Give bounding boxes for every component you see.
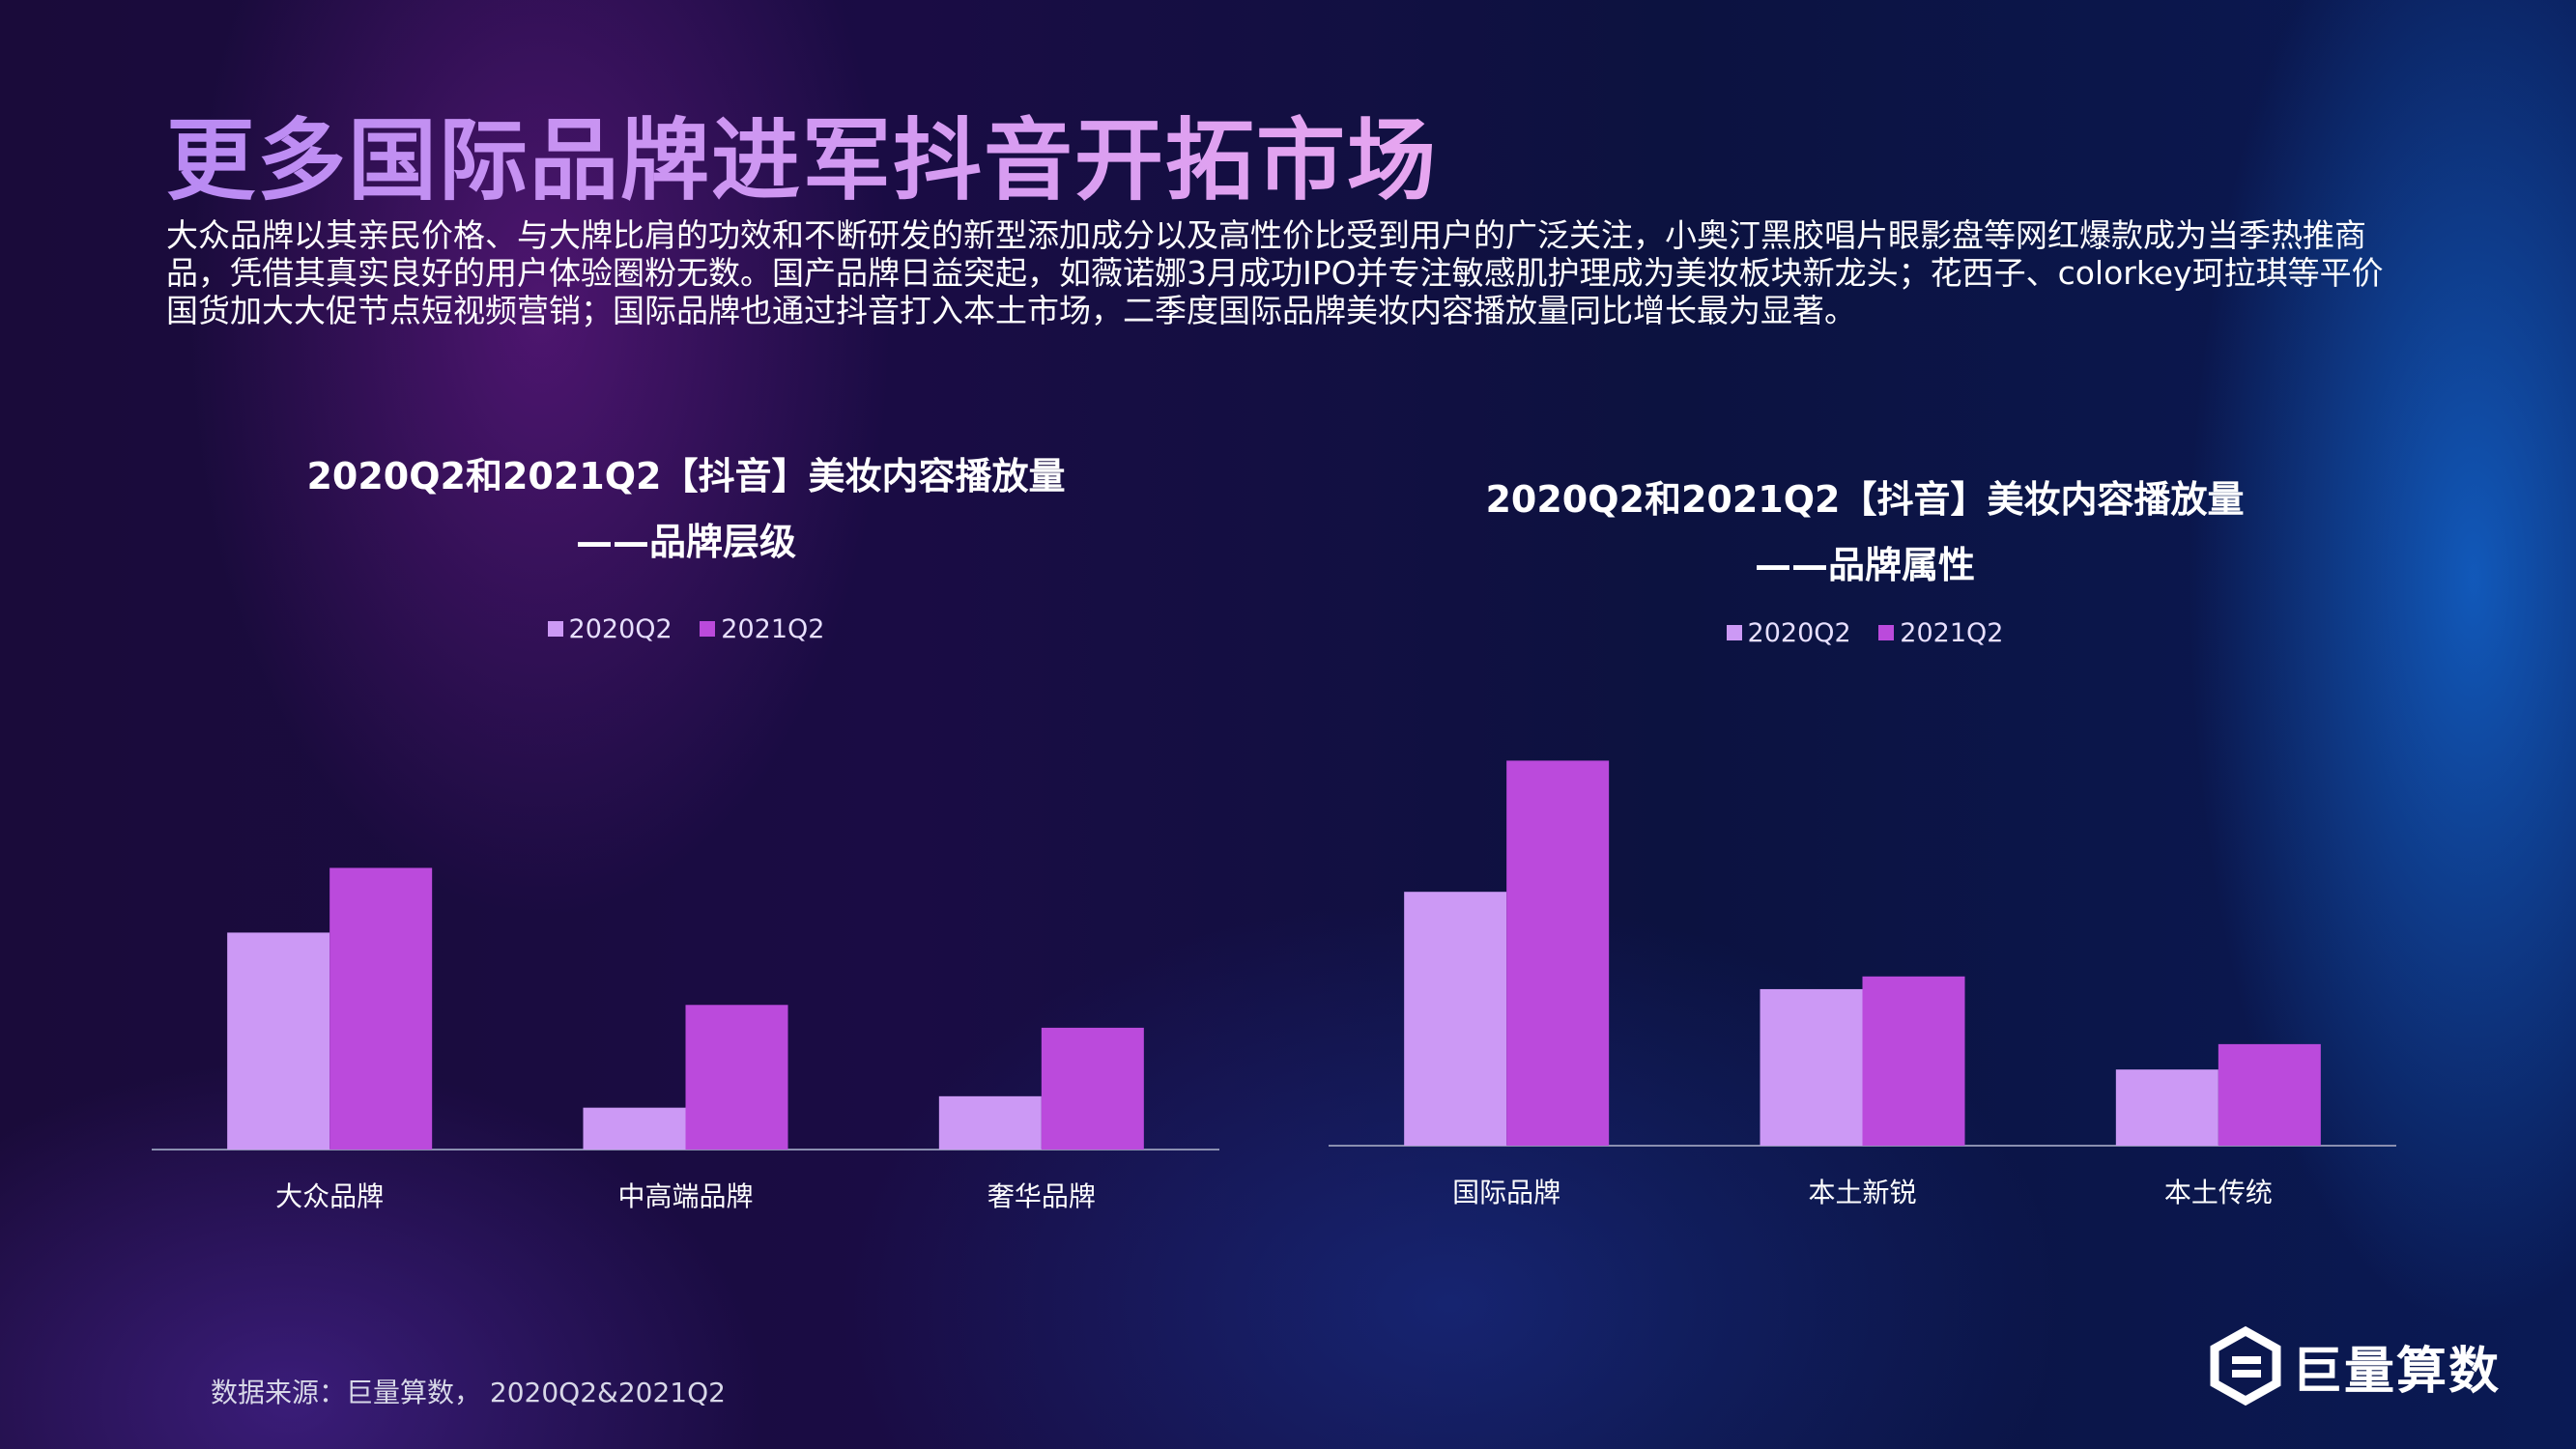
bar-2021Q2-国际品牌 [1506, 760, 1610, 1146]
bar-2020Q2-本土传统 [2115, 1069, 2218, 1146]
chart-legend: 2020Q2 2021Q2 [1324, 618, 2406, 648]
bar-2021Q2-大众品牌 [329, 867, 433, 1150]
legend-swatch-2021 [700, 620, 716, 637]
x-tick-label: 中高端品牌 [617, 1180, 753, 1212]
legend-item-2020: 2020Q2 [547, 614, 673, 644]
logo-icon [2210, 1325, 2281, 1406]
legend-swatch-2020 [1726, 624, 1742, 640]
bar-2021Q2-本土传统 [2218, 1043, 2321, 1146]
bar-2020Q2-大众品牌 [227, 932, 330, 1150]
legend-item-2020: 2020Q2 [1726, 618, 1851, 648]
intro-paragraph: 大众品牌以其亲民价格、与大牌比肩的功效和不断研发的新型添加成分以及高性价比受到用… [166, 216, 2384, 329]
x-tick-label: 国际品牌 [1452, 1177, 1560, 1208]
bar-2020Q2-中高端品牌 [583, 1107, 686, 1150]
chart-title-line2: ——品牌层级 [575, 521, 796, 563]
legend-label: 2021Q2 [721, 614, 825, 644]
legend-label: 2020Q2 [1747, 618, 1851, 648]
chart-title-line1: 2020Q2和2021Q2【抖音】美妆内容播放量 [1485, 478, 2245, 521]
data-source-note: 数据来源：巨量算数， 2020Q2&2021Q2 [211, 1377, 726, 1408]
legend-item-2021: 2021Q2 [700, 614, 824, 644]
legend-label: 2020Q2 [568, 614, 673, 644]
legend-swatch-2020 [547, 620, 563, 637]
x-tick-label: 本土新锐 [1808, 1177, 1916, 1208]
bar-2021Q2-奢华品牌 [1041, 1027, 1144, 1150]
chart-legend: 2020Q2 2021Q2 [145, 614, 1227, 644]
bar-2020Q2-本土新锐 [1760, 988, 1863, 1146]
legend-swatch-2021 [1878, 624, 1895, 640]
bar-2020Q2-国际品牌 [1404, 892, 1507, 1146]
chart-title-line1: 2020Q2和2021Q2【抖音】美妆内容播放量 [306, 455, 1066, 497]
chart-brand-attribute: 2020Q2和2021Q2【抖音】美妆内容播放量 ——品牌属性 2020Q2 2… [1324, 469, 2406, 1242]
brand-logo: 巨量算数 [2210, 1325, 2502, 1406]
legend-item-2021: 2021Q2 [1878, 618, 2003, 648]
x-tick-label: 大众品牌 [275, 1180, 384, 1212]
logo-text: 巨量算数 [2292, 1342, 2502, 1401]
chart-brand-tier: 2020Q2和2021Q2【抖音】美妆内容播放量 ——品牌层级 2020Q2 2… [145, 446, 1227, 1238]
bar-2020Q2-奢华品牌 [938, 1095, 1042, 1150]
x-tick-label: 奢华品牌 [987, 1180, 1096, 1212]
x-tick-label: 本土传统 [2164, 1177, 2273, 1208]
bar-2021Q2-本土新锐 [1862, 976, 1965, 1146]
bar-2021Q2-中高端品牌 [685, 1005, 788, 1150]
chart-plot-area: 大众品牌 中高端品牌 奢华品牌 [152, 867, 1219, 1212]
chart-title-line2: ——品牌属性 [1754, 544, 1975, 586]
legend-label: 2021Q2 [1900, 618, 2004, 648]
page-title: 更多国际品牌进军抖音开拓市场 [166, 89, 1438, 217]
chart-plot-area: 国际品牌 本土新锐 本土传统 [1329, 760, 2396, 1208]
